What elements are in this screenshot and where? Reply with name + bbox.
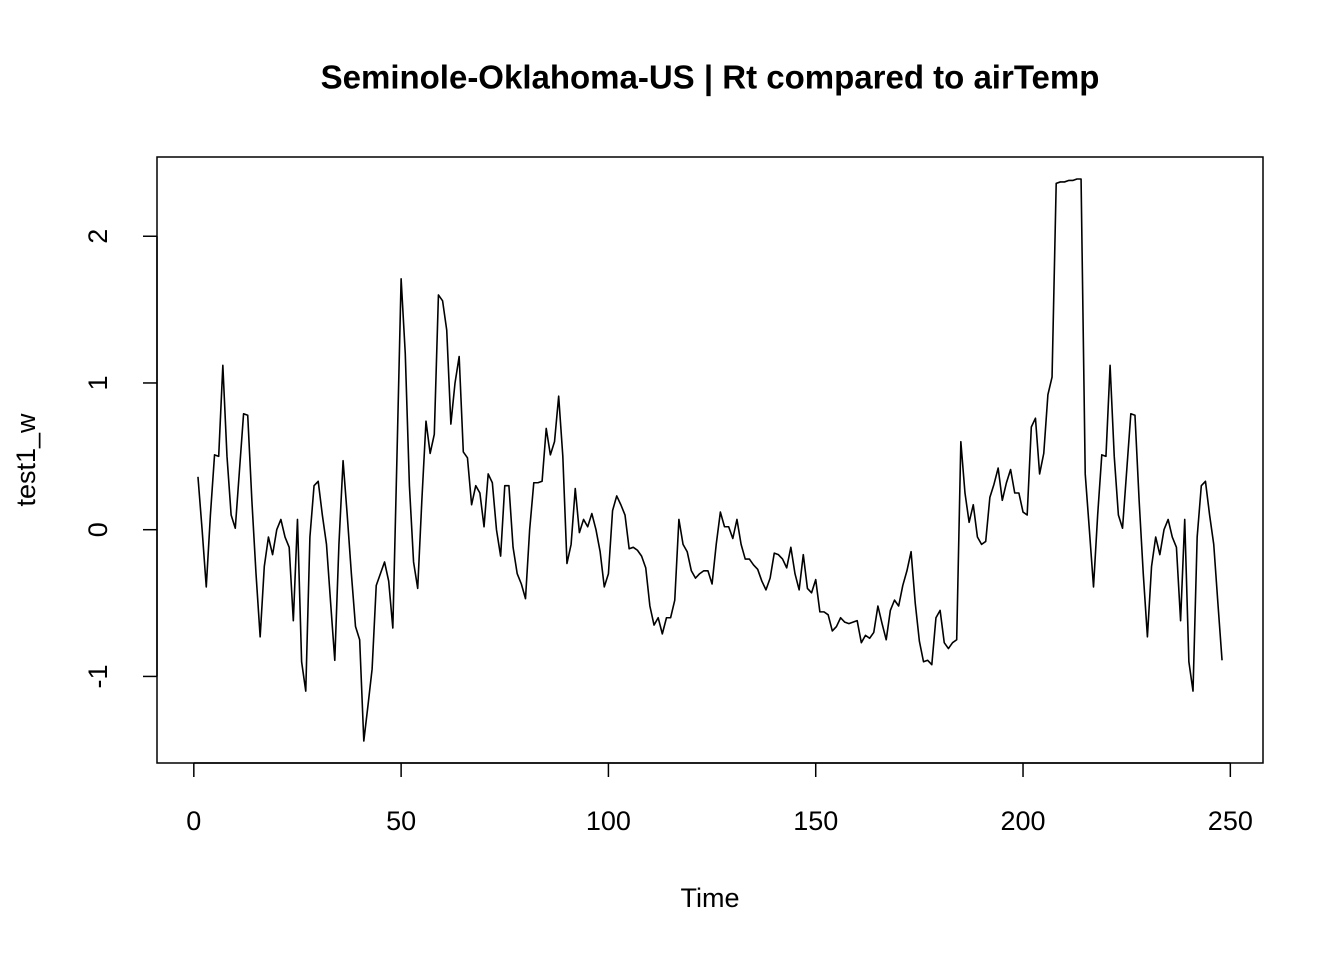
x-tick-label: 200	[1000, 806, 1045, 836]
x-axis-label: Time	[681, 883, 740, 913]
y-tick-label: -1	[83, 664, 113, 688]
plot-box	[156, 156, 1264, 764]
x-tick-label: 150	[793, 806, 838, 836]
x-tick-label: 250	[1208, 806, 1253, 836]
y-tick-label: 0	[83, 522, 113, 537]
y-axis-label: test1_w	[11, 413, 41, 507]
chart-title: Seminole-Oklahoma-US | Rt compared to ai…	[321, 59, 1100, 96]
x-tick-label: 50	[386, 806, 416, 836]
y-tick-label: 1	[83, 375, 113, 390]
x-tick-label: 0	[186, 806, 201, 836]
data-line	[197, 178, 1223, 742]
y-tick-label: 2	[83, 229, 113, 244]
x-tick-label: 100	[586, 806, 631, 836]
